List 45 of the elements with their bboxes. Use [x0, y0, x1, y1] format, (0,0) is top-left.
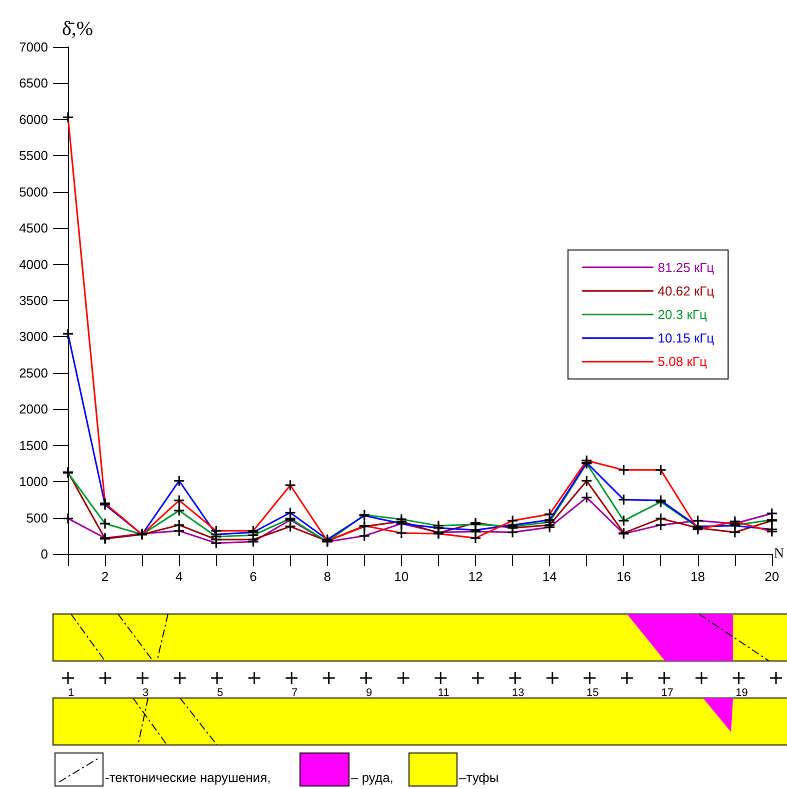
y-tick-label: 2000 — [19, 402, 48, 417]
y-tick-label: 3000 — [19, 329, 48, 344]
text: 15 — [586, 687, 599, 699]
y-tick-label: 6000 — [19, 112, 48, 127]
text: 81.25 кГц — [658, 260, 715, 275]
x-tick-label: 8 — [324, 569, 331, 584]
y-tick-label: 5500 — [19, 148, 48, 164]
x-tick-label: 12 — [468, 569, 483, 584]
text: – руда, — [351, 770, 394, 785]
x-tick-label: 20 — [764, 569, 780, 584]
y-tick-label: 4000 — [19, 256, 48, 272]
text: 40.62 кГц — [658, 283, 715, 298]
text: –туфы — [459, 770, 499, 785]
y-tick-label: 1500 — [19, 438, 48, 453]
y-tick-label: 1000 — [19, 474, 48, 490]
text: 1 — [68, 687, 74, 699]
text: 7 — [292, 687, 298, 699]
y-tick-label: 4500 — [19, 220, 48, 236]
text: 11 — [438, 687, 450, 699]
y-tick-label: 0 — [40, 546, 48, 562]
text: 20.3 кГц — [658, 307, 708, 322]
text: 10.15 кГц — [658, 330, 715, 346]
text: 5.08 кГц — [658, 354, 708, 370]
text: -тектонические нарушения, — [105, 770, 271, 785]
y-tick-label: 500 — [26, 510, 48, 526]
y-tick-label: 5000 — [19, 184, 48, 200]
text: 19 — [736, 687, 748, 699]
y-tick-label: 7000 — [19, 40, 48, 54]
text: 17 — [661, 687, 674, 699]
x-tick-label: 18 — [690, 569, 706, 584]
x-tick-label: 14 — [542, 569, 557, 584]
y-tick-label: 2500 — [19, 365, 48, 380]
x-tick-label: 2 — [101, 569, 109, 584]
text: 9 — [366, 687, 372, 699]
text: 3 — [142, 687, 149, 699]
text: 13 — [512, 687, 524, 699]
x-tick-label: 4 — [176, 569, 183, 584]
x-tick-label: 6 — [250, 569, 257, 584]
text: 5 — [216, 687, 224, 699]
x-tick-label: 16 — [616, 569, 631, 584]
x-tick-label: 10 — [394, 569, 409, 584]
y-tick-label: 3500 — [19, 293, 48, 308]
y-tick-label: 6500 — [19, 76, 48, 91]
y-axis-title: δ̄,% — [62, 18, 94, 40]
x-axis-title: N — [774, 546, 784, 562]
